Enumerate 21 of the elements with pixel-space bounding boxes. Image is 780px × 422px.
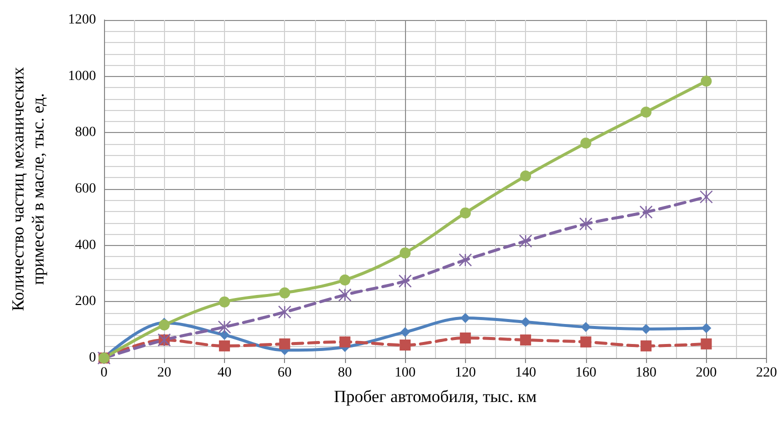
y-tick-label: 0 (89, 350, 96, 366)
y-tick-label: 400 (75, 238, 96, 253)
y-tick-label: 200 (75, 294, 96, 310)
x-tick-label: 220 (756, 366, 777, 380)
x-tick-label: 140 (515, 366, 536, 380)
x-tick-label: 100 (394, 366, 416, 380)
y-axis-title: Количество частиц механических примесей в масле, тыс. ед. (8, 66, 48, 312)
x-tick-label: 120 (454, 366, 476, 380)
x-axis-title: Пробег автомобиля, тыс. км (334, 387, 537, 406)
y-tick-label: 600 (75, 182, 96, 196)
x-tick-label: 180 (636, 366, 657, 380)
x-tick-label: 0 (100, 366, 108, 380)
x-tick-label: 40 (217, 366, 232, 380)
x-tick-label: 20 (157, 366, 172, 380)
x-tick-label: 60 (278, 366, 292, 380)
y-tick-label: 1000 (68, 68, 96, 84)
x-tick-label: 160 (575, 366, 596, 380)
x-tick-label: 200 (696, 366, 717, 380)
y-tick-label: 800 (75, 125, 96, 140)
x-tick-label: 80 (338, 366, 352, 380)
y-tick-label: 1200 (68, 12, 96, 28)
